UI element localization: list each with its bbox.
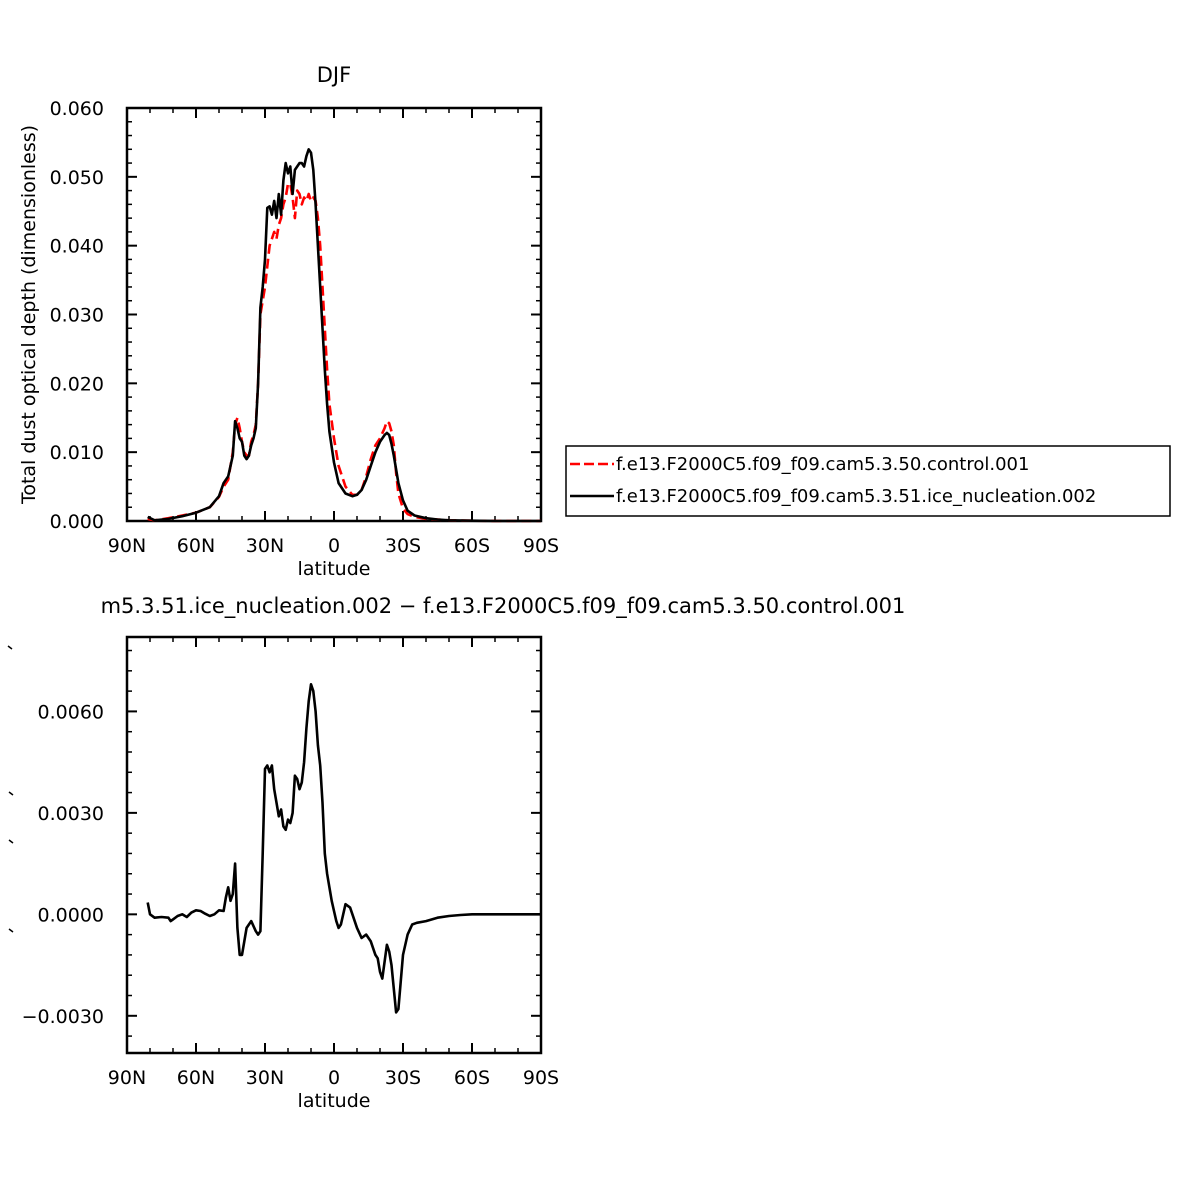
x-tick-label: 90N [108,1067,146,1089]
y-tick-label: 0.010 [50,442,104,464]
y-tick-label: 0.060 [50,98,104,120]
x-axis-label: latitude [298,1090,371,1112]
series-line-0 [147,182,541,523]
x-tick-label: 90N [108,535,146,557]
series-line-0 [146,682,541,1014]
plot-frame [125,635,543,1055]
x-tick-label: 30N [246,535,284,557]
y-tick-label: −0.0030 [22,1006,104,1028]
x-tick-label: 60N [177,1067,215,1089]
x-tick-label: 90S [523,1067,559,1089]
clipped-label-fragment [8,928,14,933]
x-tick-label: 0 [328,1067,340,1089]
y-tick-label: 0.040 [50,236,104,258]
x-tick-label: 0 [328,535,340,557]
y-tick-label: 0.000 [50,511,104,533]
legend-box [565,445,1171,517]
chart-title: m5.3.51.ice_nucleation.002 − f.e13.F2000… [101,594,906,619]
x-tick-label: 60N [177,535,215,557]
x-axis-label: latitude [298,558,371,580]
x-tick-label: 60S [454,535,490,557]
y-tick-label: 0.050 [50,167,104,189]
y-tick-label: 0.030 [50,305,104,327]
clipped-label-fragment [8,791,14,796]
x-tick-label: 30N [246,1067,284,1089]
x-tick-label: 30S [385,535,421,557]
y-axis-label: Total dust optical depth (dimensionless) [18,125,40,505]
y-tick-label: 0.0060 [38,701,104,723]
chart-title: DJF [317,63,351,87]
y-tick-label: 0.0000 [38,904,104,926]
clipped-label-fragment [8,839,14,844]
x-tick-label: 60S [454,1067,490,1089]
y-tick-label: 0.020 [50,373,104,395]
legend-entry: f.e13.F2000C5.f09_f09.cam5.3.51.ice_nucl… [616,486,1096,507]
y-tick-label: 0.0030 [38,803,104,825]
clipped-label-fragment [7,645,13,650]
series-line-1 [147,148,541,523]
x-tick-label: 90S [523,535,559,557]
x-tick-label: 30S [385,1067,421,1089]
legend-entry: f.e13.F2000C5.f09_f09.cam5.3.50.control.… [616,454,1029,475]
